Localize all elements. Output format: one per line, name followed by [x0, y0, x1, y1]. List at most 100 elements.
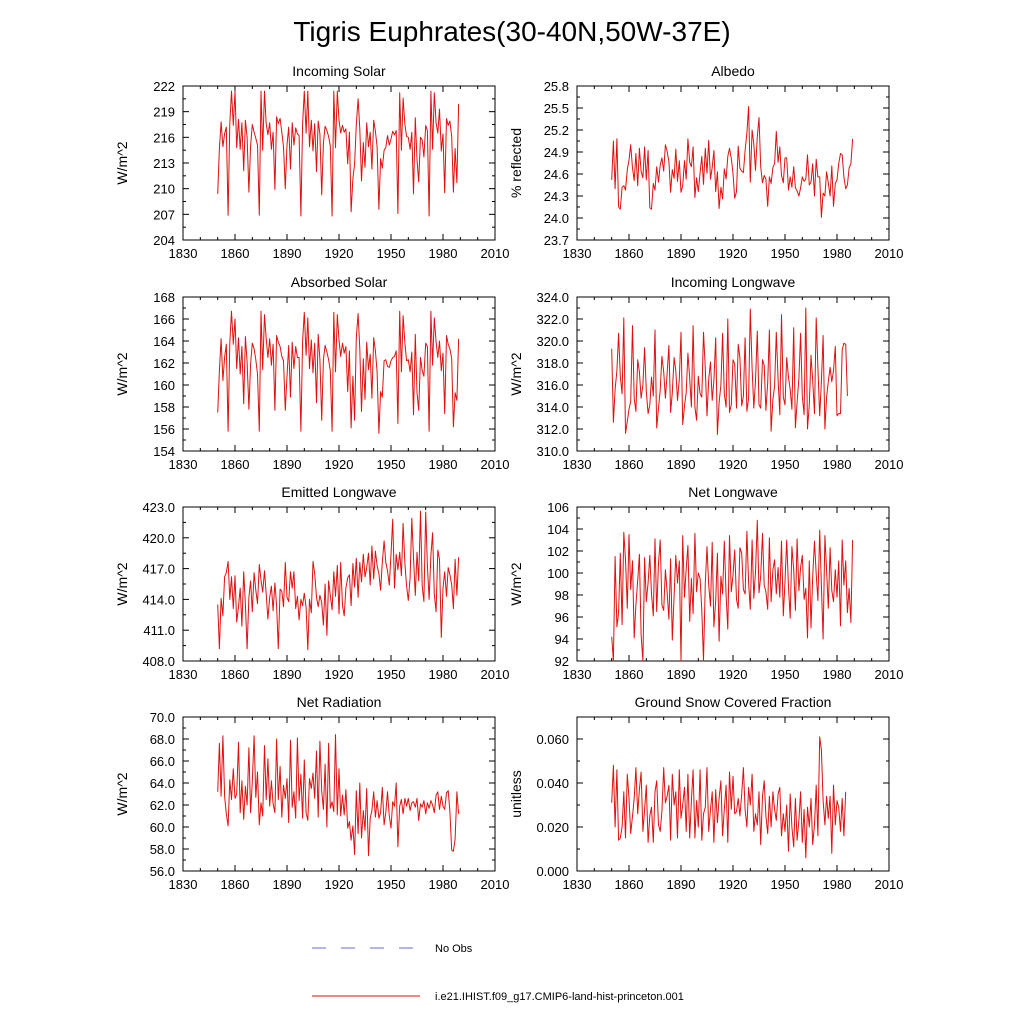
y-tick-label: 154	[153, 444, 175, 459]
y-tick-label: 160	[153, 378, 175, 393]
y-tick-label: 24.3	[544, 189, 569, 204]
x-tick-label: 1920	[719, 457, 748, 472]
plot-frame	[182, 296, 496, 452]
panel-title: Absorbed Solar	[291, 274, 388, 290]
x-tick-label: 1980	[429, 667, 458, 682]
x-tick-label: 1890	[273, 877, 302, 892]
x-tick-label: 1860	[615, 457, 644, 472]
panel-title: Ground Snow Covered Fraction	[635, 694, 832, 710]
y-tick-label: 0.000	[536, 864, 569, 879]
y-tick-label: 213	[153, 156, 175, 171]
x-tick-label: 1920	[325, 457, 354, 472]
x-tick-label: 1860	[615, 877, 644, 892]
y-tick-label: 92	[555, 654, 569, 669]
x-tick-label: 1890	[667, 457, 696, 472]
panel-1: Albedo 1830 1860 1890 1920 1950 1980 2010 23.7 24…	[508, 63, 903, 261]
y-tick-label: 222	[153, 79, 175, 94]
y-axis-label: W/m^2	[114, 352, 130, 395]
x-tick-label: 1830	[169, 667, 198, 682]
panel-5: Net Longwave 1830 1860 1890 1920 1950 1980 2010…	[508, 484, 903, 682]
x-tick-label: 2010	[875, 877, 904, 892]
panel-4: Emitted Longwave 1830 1860 1890 1920 1950 1980…	[114, 484, 509, 682]
y-tick-label: 316.0	[536, 378, 569, 393]
y-tick-label: 417.0	[142, 562, 175, 577]
y-tick-label: 320.0	[536, 334, 569, 349]
x-tick-label: 1920	[325, 877, 354, 892]
x-tick-label: 1860	[221, 457, 250, 472]
y-tick-label: 312.0	[536, 422, 569, 437]
x-tick-label: 1860	[221, 246, 250, 261]
y-tick-label: 98	[555, 588, 569, 603]
panel-title: Incoming Solar	[292, 63, 386, 79]
y-tick-label: 56.0	[150, 864, 175, 879]
x-tick-label: 1920	[719, 667, 748, 682]
y-axis-label: W/m^2	[508, 352, 524, 395]
y-tick-label: 68.0	[150, 732, 175, 747]
x-tick-label: 1950	[771, 457, 800, 472]
x-tick-label: 1980	[823, 246, 852, 261]
series-line	[611, 736, 847, 859]
y-tick-label: 310.0	[536, 444, 569, 459]
y-tick-label: 24.6	[544, 167, 569, 182]
panel-title: Albedo	[711, 63, 755, 79]
x-tick-label: 1890	[667, 877, 696, 892]
y-tick-label: 210	[153, 182, 175, 197]
y-tick-label: 24.0	[544, 211, 569, 226]
y-tick-label: 156	[153, 422, 175, 437]
plot-frame	[182, 506, 496, 662]
x-tick-label: 2010	[875, 457, 904, 472]
y-tick-label: 94	[555, 632, 569, 647]
x-tick-label: 1890	[273, 667, 302, 682]
y-tick-label: 207	[153, 207, 175, 222]
x-tick-label: 1830	[563, 667, 592, 682]
y-tick-label: 318.0	[536, 356, 569, 371]
y-tick-label: 0.020	[536, 820, 569, 835]
y-tick-label: 66.0	[150, 754, 175, 769]
y-tick-label: 168	[153, 290, 175, 305]
panel-2: Absorbed Solar 1830 1860 1890 1920 1950 1980 20…	[114, 274, 509, 472]
x-tick-label: 1890	[667, 246, 696, 261]
y-tick-label: 60.0	[150, 820, 175, 835]
y-tick-label: 25.2	[544, 123, 569, 138]
legend-label-no-obs: No Obs	[435, 943, 473, 955]
x-tick-label: 1860	[615, 667, 644, 682]
panel-title: Emitted Longwave	[281, 484, 396, 500]
x-tick-label: 1950	[377, 246, 406, 261]
x-tick-label: 1950	[377, 667, 406, 682]
y-tick-label: 164	[153, 334, 175, 349]
x-tick-label: 1860	[221, 667, 250, 682]
x-tick-label: 2010	[481, 246, 510, 261]
plot-frame	[182, 85, 496, 241]
x-tick-label: 1920	[719, 246, 748, 261]
y-axis-label: W/m^2	[114, 141, 130, 184]
legend-entry-run: i.e21.IHIST.f09_g17.CMIP6-land-hist-prin…	[312, 991, 684, 1003]
y-axis-label: W/m^2	[114, 772, 130, 815]
y-tick-label: 219	[153, 105, 175, 120]
y-axis-label: W/m^2	[114, 562, 130, 605]
x-tick-label: 2010	[481, 457, 510, 472]
y-tick-label: 96	[555, 610, 569, 625]
y-tick-label: 322.0	[536, 312, 569, 327]
x-tick-label: 1920	[325, 246, 354, 261]
panel-title: Net Radiation	[297, 694, 382, 710]
x-tick-label: 1980	[429, 457, 458, 472]
y-tick-label: 204	[153, 233, 175, 248]
x-tick-label: 1920	[325, 667, 354, 682]
y-tick-label: 0.060	[536, 732, 569, 747]
x-tick-label: 1950	[377, 877, 406, 892]
y-tick-label: 64.0	[150, 776, 175, 791]
y-tick-label: 62.0	[150, 798, 175, 813]
y-tick-label: 23.7	[544, 233, 569, 248]
y-tick-label: 324.0	[536, 290, 569, 305]
legend-label-run: i.e21.IHIST.f09_g17.CMIP6-land-hist-prin…	[435, 991, 684, 1003]
x-tick-label: 1860	[221, 877, 250, 892]
x-tick-label: 1980	[823, 877, 852, 892]
x-tick-label: 1950	[771, 877, 800, 892]
y-tick-label: 423.0	[142, 500, 175, 515]
legend: No Obs i.e21.IHIST.f09_g17.CMIP6-land-hi…	[312, 943, 684, 1003]
panel-0: Incoming Solar 1830 1860 1890 1920 1950 1980 20…	[114, 63, 509, 261]
y-tick-label: 420.0	[142, 531, 175, 546]
y-tick-label: 25.5	[544, 101, 569, 116]
y-tick-label: 24.9	[544, 145, 569, 160]
x-tick-label: 1980	[429, 877, 458, 892]
